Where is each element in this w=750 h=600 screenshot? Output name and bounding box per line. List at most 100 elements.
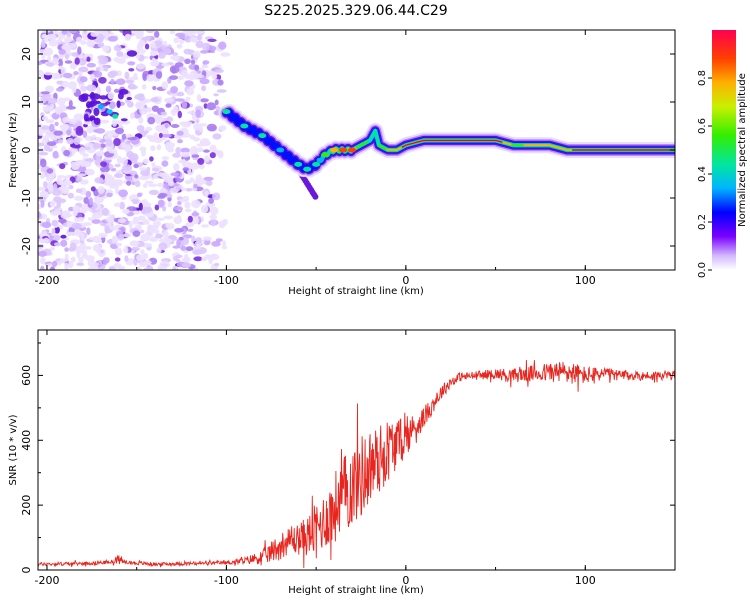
noise-speckle	[63, 36, 73, 43]
noise-speckle	[178, 75, 184, 81]
noise-speckle	[38, 128, 44, 136]
noise-speckle	[48, 97, 58, 104]
noise-speckle	[83, 113, 89, 122]
noise-speckle	[175, 32, 186, 38]
ridge-band	[401, 139, 503, 148]
noise-speckle	[42, 135, 48, 143]
noise-speckle	[142, 158, 149, 165]
noise-speckle	[172, 106, 179, 112]
noise-speckle	[194, 64, 200, 71]
noise-speckle	[133, 163, 139, 169]
noise-speckle	[90, 264, 99, 270]
noise-speckle	[133, 72, 138, 80]
noise-speckle	[202, 42, 211, 51]
noise-speckle	[103, 65, 109, 72]
noise-speckle	[214, 262, 220, 267]
noise-speckle	[149, 156, 154, 162]
y-tick-label: 10	[20, 95, 33, 109]
noise-speckle	[136, 125, 145, 132]
noise-speckle	[199, 164, 205, 170]
noise-speckle	[209, 144, 217, 153]
noise-speckle	[128, 220, 133, 230]
noise-speckle	[204, 190, 209, 198]
noise-speckle	[105, 85, 112, 93]
noise-speckle	[172, 152, 182, 158]
noise-speckle	[216, 89, 227, 93]
noise-speckle	[220, 52, 231, 57]
ridge-node	[321, 152, 330, 158]
noise-speckle	[142, 205, 152, 214]
noise-speckle	[186, 88, 195, 96]
noise-speckle	[76, 173, 87, 177]
noise-speckle	[187, 110, 197, 115]
noise-speckle	[142, 202, 152, 207]
noise-speckle	[120, 141, 127, 149]
noise-speckle	[111, 235, 119, 244]
noise-speckle	[170, 172, 179, 177]
noise-speckle	[110, 78, 115, 84]
noise-speckle	[192, 50, 201, 59]
noise-speckle	[176, 258, 181, 263]
x-tick-label: -100	[214, 274, 239, 287]
noise-speckle	[63, 149, 71, 157]
colorbar-gradient	[712, 30, 736, 270]
noise-hotspot	[106, 109, 113, 114]
y-tick-label: 0	[20, 567, 33, 574]
noise-speckle	[176, 91, 185, 97]
noise-speckle	[165, 103, 172, 108]
noise-speckle	[45, 85, 54, 94]
noise-speckle	[149, 236, 158, 242]
noise-speckle	[149, 50, 158, 57]
noise-speckle	[185, 96, 191, 102]
noise-speckle	[71, 145, 82, 149]
noise-speckle	[185, 188, 193, 192]
noise-speckle	[68, 30, 78, 33]
noise-speckle	[195, 237, 202, 243]
noise-speckle	[203, 149, 210, 153]
noise-speckle	[100, 112, 110, 117]
noise-speckle	[150, 97, 159, 103]
noise-speckle	[66, 105, 76, 110]
noise-speckle	[38, 211, 41, 218]
noise-speckle	[195, 241, 202, 246]
noise-speckle	[140, 249, 145, 255]
noise-speckle	[155, 71, 163, 79]
noise-speckle	[136, 254, 145, 262]
noise-speckle	[97, 42, 105, 48]
noise-speckle	[86, 62, 97, 68]
noise-speckle	[101, 30, 108, 36]
noise-speckle	[116, 51, 124, 57]
noise-speckle	[217, 79, 224, 86]
spectrogram-xlabel: Height of straight line (km)	[288, 286, 424, 297]
noise-speckle	[67, 192, 74, 199]
noise-speckle	[129, 170, 138, 176]
colorbar-tick-label: 0.0	[697, 262, 708, 278]
noise-speckle	[124, 144, 132, 153]
noise-speckle	[46, 62, 55, 67]
noise-speckle	[59, 163, 66, 170]
spectrogram-ylabel: Frequency (Hz)	[8, 112, 19, 188]
noise-speckle	[179, 40, 184, 44]
noise-speckle	[192, 249, 202, 255]
noise-speckle	[190, 59, 196, 65]
noise-speckle	[96, 33, 105, 41]
noise-speckle	[97, 186, 105, 195]
noise-speckle	[80, 40, 87, 45]
noise-speckle	[104, 181, 111, 187]
noise-speckle	[51, 219, 58, 227]
noise-speckle	[191, 199, 201, 209]
noise-speckle	[58, 58, 63, 67]
noise-speckle	[145, 126, 153, 132]
noise-speckle	[146, 30, 155, 34]
noise-speckle	[41, 116, 49, 121]
noise-speckle	[147, 183, 158, 187]
noise-speckle	[151, 167, 160, 172]
noise-speckle	[155, 217, 165, 221]
noise-speckle	[76, 176, 83, 183]
noise-speckle	[147, 265, 154, 270]
ridge-node	[303, 166, 312, 172]
noise-speckle	[180, 151, 190, 158]
noise-speckle	[135, 54, 141, 59]
noise-speckle	[154, 137, 163, 144]
noise-speckle	[139, 175, 149, 181]
